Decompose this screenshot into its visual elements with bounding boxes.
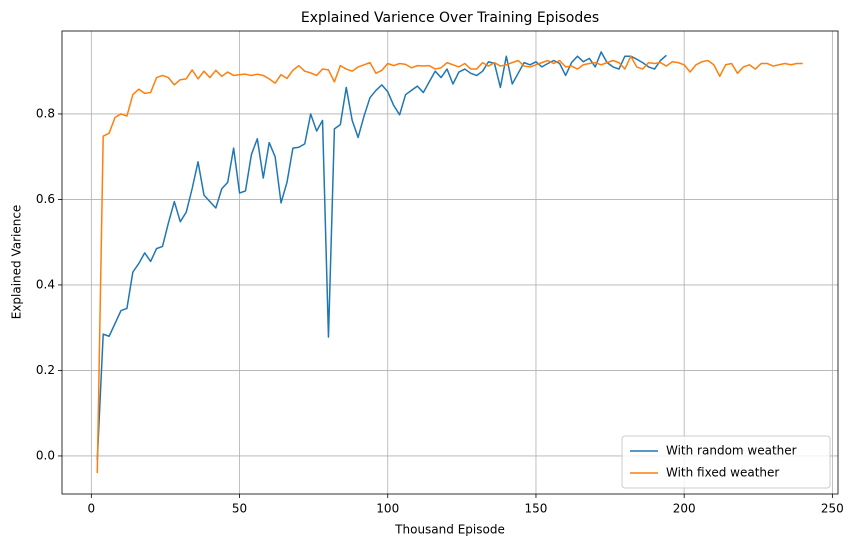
legend-label: With random weather: [666, 444, 797, 458]
y-axis-label: Explained Varience: [10, 205, 24, 320]
legend: With random weather With fixed weather: [621, 435, 831, 489]
x-tick-label: 200: [673, 502, 696, 516]
y-tick-label: 0.0: [36, 448, 55, 462]
x-tick-label: 50: [232, 502, 247, 516]
y-tick-label: 0.8: [36, 106, 55, 120]
x-tick-label: 100: [376, 502, 399, 516]
legend-box: [621, 435, 831, 489]
y-tick-label: 0.6: [36, 192, 55, 206]
plot-frame: [61, 30, 839, 495]
x-tick-label: 150: [525, 502, 548, 516]
y-tick-label: 0.2: [36, 363, 55, 377]
series-line: [96, 55, 803, 474]
legend-label: With fixed weather: [666, 466, 779, 480]
y-tick-label: 0.4: [36, 277, 55, 291]
x-tick-label: 250: [821, 502, 844, 516]
chart-title: Explained Varience Over Training Episode…: [301, 10, 599, 26]
x-axis-label: Thousand Episode: [394, 523, 505, 537]
x-tick-label: 0: [88, 502, 96, 516]
series-line: [96, 51, 667, 461]
